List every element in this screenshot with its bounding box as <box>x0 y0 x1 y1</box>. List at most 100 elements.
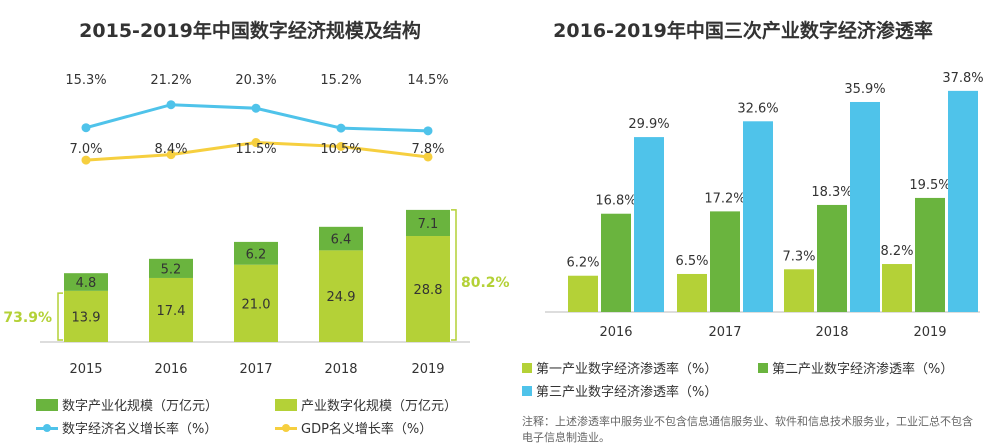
x-tick-label: 2018 <box>815 325 848 340</box>
x-tick-label: 2016 <box>599 325 632 340</box>
bar-label: 37.8% <box>942 71 983 86</box>
bar-label: 4.8 <box>76 276 97 291</box>
bar-secondary-industry <box>601 213 631 312</box>
bar-primary-industry <box>568 275 598 312</box>
line-point <box>166 100 176 110</box>
legend-line-swatch <box>275 422 297 434</box>
bar-label: 7.1 <box>418 217 439 232</box>
legend-swatch <box>522 385 532 396</box>
legend-tertiary-industry: 第三产业数字经济渗透率（%） <box>522 381 717 400</box>
bar-label: 18.3% <box>811 185 852 200</box>
bar-label: 13.9 <box>72 310 101 325</box>
line-point <box>423 152 433 162</box>
legend-label: 产业数字化规模（万亿元） <box>301 399 458 414</box>
line-point-label: 20.3% <box>235 73 276 88</box>
line-point-label: 14.5% <box>407 73 448 88</box>
bar-label: 6.2 <box>246 247 267 262</box>
legend-digital-industrialization: 数字产业化规模（万亿元） <box>36 395 218 414</box>
bar-label: 16.8% <box>595 194 636 209</box>
bar-tertiary-industry <box>634 137 664 312</box>
bar-secondary-industry <box>817 204 847 312</box>
line-point-label: 10.5% <box>320 142 361 157</box>
line-point <box>81 123 91 133</box>
legend-label: GDP名义增长率（%） <box>301 422 433 437</box>
bar-label: 19.5% <box>909 178 950 193</box>
legend-label: 第二产业数字经济渗透率（%） <box>772 362 954 377</box>
legend-swatch <box>36 398 58 411</box>
legend-swatch <box>758 362 768 373</box>
bar-tertiary-industry <box>850 101 880 312</box>
bar-label: 35.9% <box>844 82 885 97</box>
line-point-label: 8.4% <box>154 142 187 157</box>
bar-tertiary-industry <box>948 90 978 313</box>
share-annotation: 80.2% <box>461 275 510 291</box>
x-tick-label: 2018 <box>324 362 357 377</box>
bar-industrial-digitalization <box>149 277 193 342</box>
bar-primary-industry <box>882 264 912 312</box>
left-chart-svg: 13.9 4.8 2015 17.4 5.2 2016 21.0 6.2 2017 24.9 6.4… <box>3 73 509 377</box>
left-chart-panel: 2015-2019年中国数字经济规模及结构 13.9 4.8 2015 17.4 5.2… <box>3 20 509 437</box>
line-point <box>251 138 261 148</box>
right-chart-panel: 2016-2019年中国三次产业数字经济渗透率 6.2% 16.8% 29.9% 20… <box>500 0 986 444</box>
bar-label: 17.4 <box>157 304 186 319</box>
share-annotation: 73.9% <box>3 310 52 326</box>
line-point-label: 15.3% <box>65 73 106 88</box>
legend-label: 数字经济名义增长率（%） <box>62 422 218 437</box>
share-bracket <box>57 292 63 341</box>
bar-label: 8.2% <box>880 244 913 259</box>
bar-digital-industrialization <box>319 226 363 251</box>
x-tick-label: 2015 <box>69 362 102 377</box>
legend-line-swatch <box>36 422 58 434</box>
bar-label: 21.0 <box>242 297 271 312</box>
bar-label: 28.8 <box>414 283 443 298</box>
legend-label: 第三产业数字经济渗透率（%） <box>536 385 718 400</box>
line-point-label: 21.2% <box>150 73 191 88</box>
bar-secondary-industry <box>710 211 740 312</box>
left-legend: 数字产业化规模（万亿元） 产业数字化规模（万亿元） 数字经济名义增长率（%） G… <box>36 395 457 437</box>
bar-label: 6.4 <box>331 233 352 248</box>
bar-label: 24.9 <box>327 290 356 305</box>
legend-gdp-growth-line: GDP名义增长率（%） <box>275 418 432 437</box>
bar-industrial-digitalization <box>234 264 278 342</box>
legend-label: 数字产业化规模（万亿元） <box>62 399 219 414</box>
bar-primary-industry <box>677 273 707 312</box>
x-tick-label: 2017 <box>708 325 741 340</box>
bar-digital-industrialization <box>149 258 193 278</box>
line-point <box>251 103 261 113</box>
bar-primary-industry <box>784 269 814 312</box>
legend-industrial-digitalization: 产业数字化规模（万亿元） <box>275 395 457 414</box>
right-chart-title: 2016-2019年中国三次产业数字经济渗透率 <box>553 20 933 42</box>
bar-label: 6.2% <box>566 256 599 271</box>
x-tick-label: 2017 <box>239 362 272 377</box>
bar-tertiary-industry <box>743 121 773 312</box>
x-tick-label: 2016 <box>154 362 187 377</box>
line-point <box>423 126 433 136</box>
bar-label: 32.6% <box>737 101 778 116</box>
bar-label: 5.2 <box>161 262 182 277</box>
bar-industrial-digitalization <box>64 290 108 342</box>
legend-swatch <box>522 362 532 373</box>
line-point <box>81 155 91 165</box>
line-point <box>166 150 176 160</box>
line-point-label: 7.8% <box>411 142 444 157</box>
bar-label: 7.3% <box>782 249 815 264</box>
bar-digital-industrialization <box>234 241 278 265</box>
legend-primary-industry: 第一产业数字经济渗透率（%） <box>522 358 717 377</box>
legend-digital-growth-line: 数字经济名义增长率（%） <box>36 418 217 437</box>
bar-label: 29.9% <box>628 117 669 132</box>
bar-digital-industrialization <box>64 273 108 291</box>
legend-secondary-industry: 第二产业数字经济渗透率（%） <box>758 358 953 377</box>
x-tick-label: 2019 <box>913 325 946 340</box>
bar-label: 17.2% <box>704 191 745 206</box>
line-point-label: 15.2% <box>320 73 361 88</box>
bar-industrial-digitalization <box>406 236 450 342</box>
line-point <box>336 141 346 151</box>
chart-footnote: 注释：上述渗透率中服务业不包含信息通信服务业、软件和信息技术服务业，工业汇总不包… <box>522 415 973 444</box>
line-point-label: 11.5% <box>235 142 276 157</box>
legend-label: 第一产业数字经济渗透率（%） <box>536 362 718 377</box>
bar-industrial-digitalization <box>319 250 363 342</box>
left-chart-title: 2015-2019年中国数字经济规模及结构 <box>79 20 421 42</box>
bar-digital-industrialization <box>406 209 450 237</box>
line-point <box>336 123 346 133</box>
line-point-label: 7.0% <box>69 142 102 157</box>
